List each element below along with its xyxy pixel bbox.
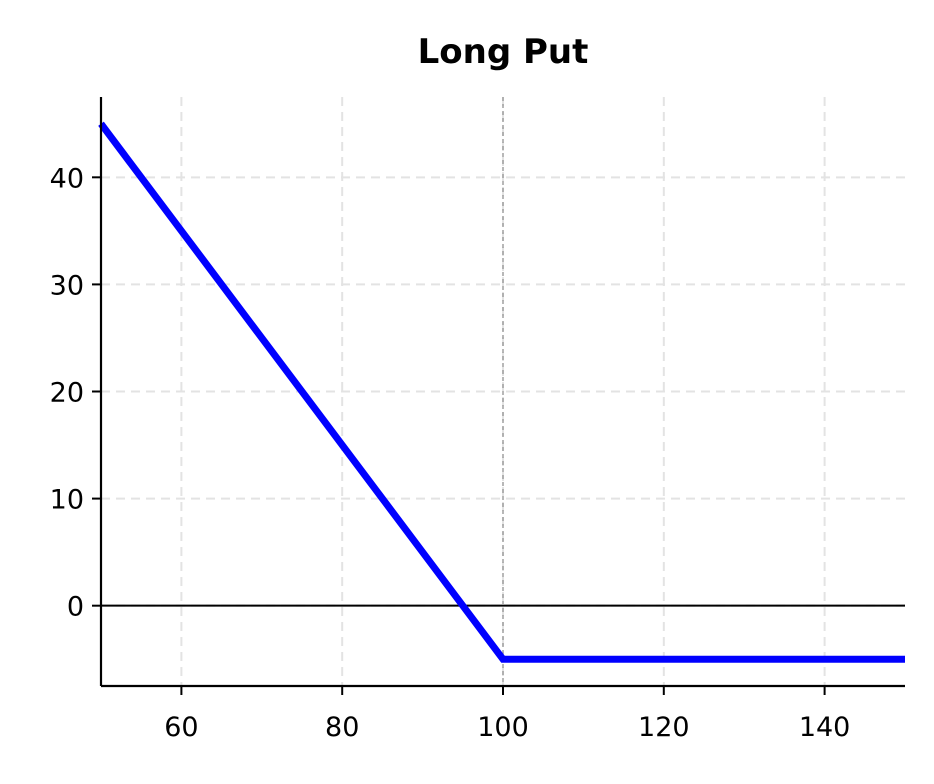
x-tick-label: 60 (164, 712, 198, 743)
reference-lines (101, 97, 905, 686)
x-tick-label: 120 (638, 712, 690, 743)
tick-layer: 60 80 100 120 140 0 10 20 30 40 (50, 163, 851, 743)
x-tick-label: 100 (477, 712, 529, 743)
y-tick-label: 0 (67, 592, 84, 623)
y-tick-label: 10 (50, 485, 84, 516)
series-layer (98, 121, 905, 663)
chart-title: Long Put (418, 32, 589, 72)
y-tick-label: 40 (50, 163, 84, 194)
y-tick-label: 30 (50, 270, 84, 301)
payoff-line (98, 121, 905, 663)
x-tick-label: 140 (799, 712, 851, 743)
x-tick-label: 80 (325, 712, 359, 743)
y-tick-label: 20 (50, 378, 84, 409)
